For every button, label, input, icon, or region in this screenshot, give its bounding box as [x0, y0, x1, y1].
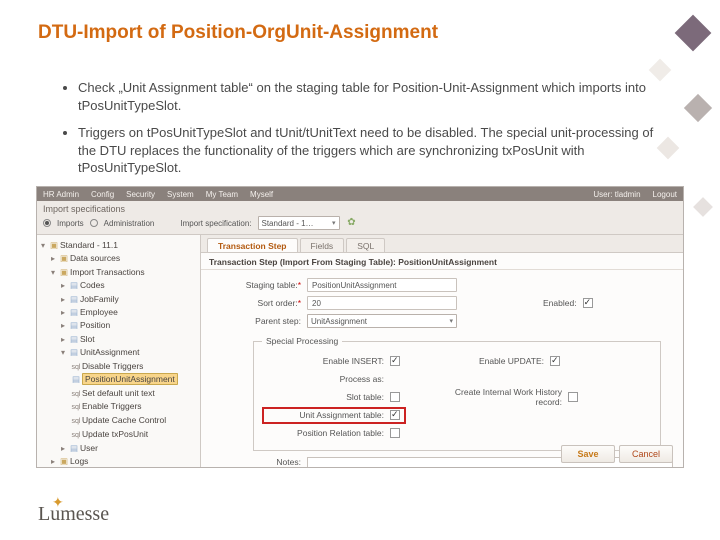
create-iwh-checkbox[interactable]	[568, 392, 578, 402]
tab-transaction-step[interactable]: Transaction Step	[207, 238, 298, 252]
menu-item[interactable]: System	[167, 190, 194, 199]
tree-item[interactable]: Logs	[70, 456, 88, 466]
spec-select[interactable]: Standard - 1…	[258, 216, 340, 230]
tree-item[interactable]: Update Cache Control	[82, 415, 166, 425]
logout-link[interactable]: Logout	[653, 190, 677, 199]
spec-label: Import specification:	[180, 219, 251, 228]
slide-title: DTU-Import of Position-OrgUnit-Assignmen…	[38, 22, 438, 44]
tree-item[interactable]: User	[80, 443, 98, 453]
tree-item[interactable]: Slot	[80, 334, 95, 344]
tree-item[interactable]: UnitAssignment	[80, 347, 140, 357]
sort-order-input[interactable]: 20	[307, 296, 457, 310]
radio-administration-label: Administration	[104, 219, 155, 228]
menu-item[interactable]: Config	[91, 190, 114, 199]
tree-item[interactable]: Disable Triggers	[82, 361, 143, 371]
spec-panel: Import specifications Imports Administra…	[37, 201, 683, 235]
deco-diamond	[649, 59, 672, 82]
tab-sql[interactable]: SQL	[346, 238, 385, 252]
deco-diamond	[693, 197, 713, 217]
unit-assignment-highlight: Unit Assignment table:	[262, 407, 406, 424]
slot-table-checkbox[interactable]	[390, 392, 400, 402]
app-window: HR Admin Config Security System My Team …	[36, 186, 684, 468]
unit-assign-checkbox[interactable]	[390, 410, 400, 420]
enable-update-checkbox[interactable]	[550, 356, 560, 366]
radio-administration[interactable]	[90, 219, 98, 227]
create-iwh-label: Create Internal Work History record:	[430, 387, 568, 407]
enable-insert-label: Enable INSERT:	[262, 356, 390, 366]
gear-icon[interactable]: ✿	[346, 217, 358, 229]
special-processing-group: Special Processing Enable INSERT: Enable…	[253, 336, 661, 451]
button-bar: Save Cancel	[561, 445, 673, 463]
tree-item[interactable]: Set default unit text	[82, 388, 155, 398]
tree-root[interactable]: Standard - 11.1	[60, 240, 118, 250]
pos-rel-checkbox[interactable]	[390, 428, 400, 438]
radio-imports-label: Imports	[57, 219, 84, 228]
enabled-checkbox[interactable]	[583, 298, 593, 308]
deco-diamond	[675, 15, 712, 52]
tree-item[interactable]: Data sources	[70, 253, 120, 263]
enable-update-label: Enable UPDATE:	[430, 356, 550, 366]
nav-tree: ▾▣Standard - 11.1 ▸▣Data sources ▾▣Impor…	[37, 235, 201, 467]
slide-bullets: Check „Unit Assignment table“ on the sta…	[38, 79, 670, 187]
logo: ✦ Lumesse	[38, 503, 109, 526]
staging-label: Staging table:	[246, 280, 298, 290]
parent-step-select[interactable]: UnitAssignment	[307, 314, 457, 328]
deco-diamond	[684, 94, 712, 122]
radio-imports[interactable]	[43, 219, 51, 227]
slot-table-label: Slot table:	[262, 392, 390, 402]
form-area: Staging table:* PositionUnitAssignment S…	[201, 270, 683, 467]
menu-item[interactable]: HR Admin	[43, 190, 79, 199]
sort-label: Sort order:	[258, 298, 298, 308]
tree-item[interactable]: Enable Triggers	[82, 401, 142, 411]
breadcrumb: Transaction Step (Import From Staging Ta…	[201, 253, 683, 270]
notes-label: Notes:	[211, 457, 307, 467]
pos-rel-label: Position Relation table:	[262, 428, 390, 438]
unit-assign-label: Unit Assignment table:	[268, 410, 390, 420]
tree-item[interactable]: Position	[80, 320, 110, 330]
tree-item[interactable]: JobFamily	[80, 294, 119, 304]
menu-item[interactable]: Myself	[250, 190, 273, 199]
save-button[interactable]: Save	[561, 445, 615, 463]
main-panel: Transaction Step Fields SQL Transaction …	[201, 235, 683, 467]
menubar: HR Admin Config Security System My Team …	[37, 187, 683, 201]
menu-item[interactable]: My Team	[206, 190, 238, 199]
menu-item[interactable]: Security	[126, 190, 155, 199]
tree-item[interactable]: Import Transactions	[70, 267, 145, 277]
process-as-label: Process as:	[262, 374, 390, 384]
tab-bar: Transaction Step Fields SQL	[201, 235, 683, 253]
special-legend: Special Processing	[262, 336, 342, 346]
tab-fields[interactable]: Fields	[300, 238, 345, 252]
spark-icon: ✦	[52, 495, 64, 512]
enabled-label: Enabled:	[543, 298, 583, 308]
tree-item[interactable]: Employee	[80, 307, 118, 317]
bullet-item: Triggers on tPosUnitTypeSlot and tUnit/t…	[78, 124, 670, 177]
user-label: User: tladmin	[593, 190, 640, 199]
enable-insert-checkbox[interactable]	[390, 356, 400, 366]
spec-header: Import specifications	[43, 204, 677, 214]
tree-item[interactable]: Update txPosUnit	[82, 429, 148, 439]
staging-table-input[interactable]: PositionUnitAssignment	[307, 278, 457, 292]
tree-item[interactable]: Codes	[80, 280, 105, 290]
parent-label: Parent step:	[211, 316, 307, 326]
cancel-button[interactable]: Cancel	[619, 445, 673, 463]
tree-item-selected[interactable]: PositionUnitAssignment	[82, 373, 178, 385]
bullet-item: Check „Unit Assignment table“ on the sta…	[78, 79, 670, 114]
